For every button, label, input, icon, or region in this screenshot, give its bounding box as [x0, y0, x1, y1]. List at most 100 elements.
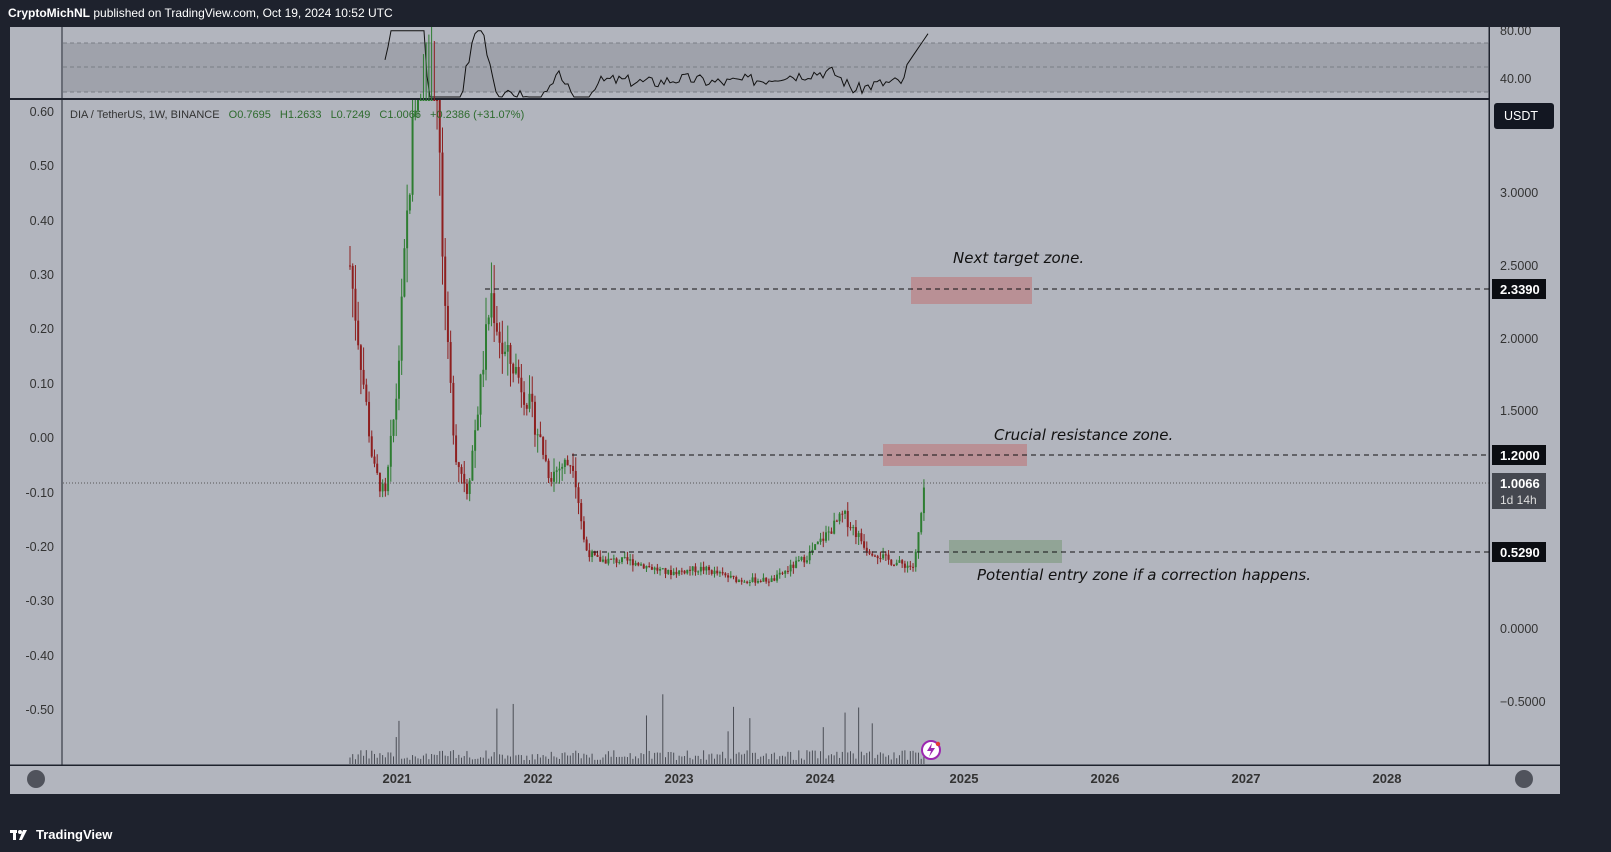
- candle-body: [490, 293, 493, 318]
- candle-body: [610, 558, 613, 560]
- candle-body: [634, 562, 637, 566]
- candle-body: [680, 570, 683, 572]
- candle-body: [580, 503, 583, 522]
- time-axis-right-button[interactable]: [1515, 770, 1533, 788]
- candle-body: [476, 414, 479, 431]
- candle-body: [792, 564, 795, 568]
- candle-body: [471, 450, 474, 481]
- candle-body: [593, 551, 596, 556]
- x-tick: 2024: [806, 771, 836, 786]
- candle-body: [623, 557, 626, 559]
- price-label-2339-text: 2.3390: [1500, 282, 1540, 297]
- price-label-1200[interactable]: 1.2000: [1492, 445, 1546, 465]
- candle-body: [640, 564, 643, 566]
- candle-body: [887, 554, 890, 560]
- legend-close: C1.0066: [379, 109, 421, 121]
- candle-body: [482, 369, 485, 375]
- candle-body: [776, 574, 779, 581]
- legend-change: +0.2386 (+31.07%): [430, 109, 524, 121]
- left-tick: -0.30: [26, 594, 55, 608]
- candle-body: [615, 558, 618, 563]
- candle-body: [370, 436, 373, 457]
- candle-body: [691, 566, 694, 571]
- candle-body: [561, 466, 564, 469]
- legend-high: H1.2633: [280, 109, 322, 121]
- candle-body: [645, 565, 648, 569]
- candle-body: [577, 487, 580, 504]
- tradingview-logo[interactable]: TradingView: [10, 827, 112, 842]
- candle-body: [912, 566, 915, 568]
- candle-body: [683, 570, 686, 574]
- candle-body: [621, 557, 623, 563]
- price-label-1200-text: 1.2000: [1500, 448, 1540, 463]
- candle-body: [686, 569, 689, 574]
- right-axis[interactable]: [1490, 27, 1560, 765]
- time-axis-left-button[interactable]: [27, 770, 45, 788]
- candle-body: [408, 194, 411, 211]
- candle-body: [455, 435, 458, 463]
- legend-open: O0.7695: [229, 109, 271, 121]
- candle-body: [474, 430, 477, 451]
- rsi-line: [384, 30, 929, 98]
- time-axis[interactable]: [10, 766, 1560, 794]
- currency-badge-label: USDT: [1504, 109, 1538, 123]
- candle-body: [914, 551, 917, 568]
- tradingview-wordmark: TradingView: [36, 827, 113, 842]
- candle-body: [618, 562, 621, 564]
- candle-body: [498, 331, 501, 343]
- price-label-0529[interactable]: 0.5290: [1492, 542, 1546, 562]
- candle-body: [873, 555, 876, 557]
- candle-body: [569, 465, 572, 467]
- candle-body: [922, 487, 925, 514]
- candle-body: [773, 578, 776, 581]
- time-axis-labels: 2021 2022 2023 2024 2025 2026 2027 2028: [383, 771, 1402, 786]
- candle-body: [373, 456, 376, 464]
- left-axis-labels: 0.60 0.50 0.40 0.30 0.20 0.10 0.00 -0.10…: [26, 105, 55, 717]
- candle-body: [805, 560, 808, 563]
- next-target-zone[interactable]: [911, 277, 1032, 304]
- candle-body: [631, 559, 634, 566]
- candle-body: [395, 398, 398, 420]
- candle-body: [893, 564, 895, 566]
- candle-body: [718, 572, 721, 574]
- candle-body: [349, 265, 351, 267]
- candle-body: [697, 571, 700, 573]
- candle-body: [457, 462, 460, 468]
- candle-body: [607, 558, 610, 564]
- candle-body: [882, 554, 885, 559]
- rsi-band: [63, 43, 1489, 92]
- rsi-tick: 40.00: [1500, 72, 1531, 86]
- candle-body: [642, 564, 645, 569]
- legend[interactable]: DIA / TetherUS, 1W, BINANCE O0.7695 H1.2…: [70, 109, 524, 121]
- price-label-2339[interactable]: 2.3390: [1492, 279, 1546, 299]
- candle-body: [446, 305, 449, 343]
- candle-body: [495, 323, 498, 332]
- candle-body: [795, 560, 798, 568]
- left-tick: 0.30: [30, 268, 54, 282]
- currency-badge[interactable]: USDT: [1494, 103, 1554, 129]
- candle-body: [419, 100, 422, 101]
- candle-body: [378, 472, 381, 492]
- candle-body: [909, 565, 912, 567]
- candle-body: [803, 556, 806, 563]
- legend-symbol: DIA / TetherUS, 1W, BINANCE: [70, 109, 220, 121]
- candle-body: [438, 100, 441, 153]
- tradingview-logo-icon: [10, 829, 27, 840]
- publisher-name[interactable]: CryptoMichNL: [8, 6, 90, 20]
- x-tick: 2022: [524, 771, 553, 786]
- last-price-label[interactable]: 1.0066 1d 14h: [1492, 473, 1546, 509]
- candle-body: [465, 483, 468, 494]
- price-chart[interactable]: Next target zone. Crucial resistance zon…: [0, 27, 1611, 818]
- candle-body: [689, 569, 691, 571]
- last-price-value: 1.0066: [1500, 476, 1540, 491]
- lightning-event-icon[interactable]: [921, 740, 941, 760]
- published-text: published on TradingView.com, Oct 19, 20…: [93, 6, 393, 20]
- candle-body: [629, 559, 632, 561]
- candle-body: [797, 559, 800, 561]
- left-tick: 0.20: [30, 322, 54, 336]
- candle-body: [365, 384, 368, 402]
- candle-body: [740, 580, 743, 582]
- candle-body: [767, 581, 770, 583]
- entry-zone[interactable]: [949, 540, 1062, 563]
- candle-body: [433, 100, 436, 101]
